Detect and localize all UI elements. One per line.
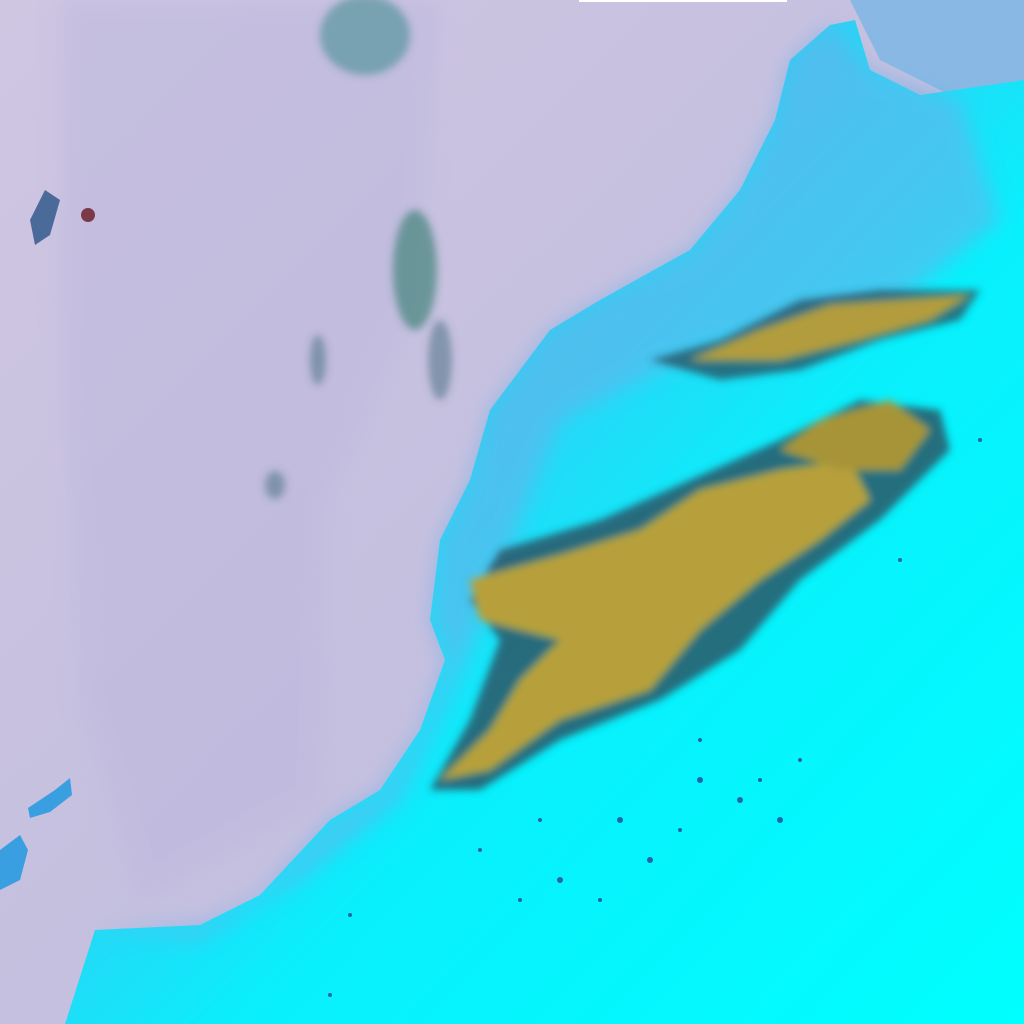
cloud-streaks xyxy=(265,0,452,499)
mountain-range xyxy=(430,290,980,790)
island-group xyxy=(30,190,60,245)
island xyxy=(0,835,28,890)
coastal-strip xyxy=(95,25,1000,940)
middle-atlas xyxy=(780,400,930,470)
top-edge-bar xyxy=(579,0,787,2)
island xyxy=(28,778,72,818)
high-atlas xyxy=(440,460,870,780)
scattered-dots xyxy=(328,438,982,997)
ocean-top-right xyxy=(850,0,1024,95)
ocean-shelf xyxy=(60,0,440,900)
islands xyxy=(0,190,95,890)
rif-peaks xyxy=(690,295,970,360)
island xyxy=(81,208,95,222)
